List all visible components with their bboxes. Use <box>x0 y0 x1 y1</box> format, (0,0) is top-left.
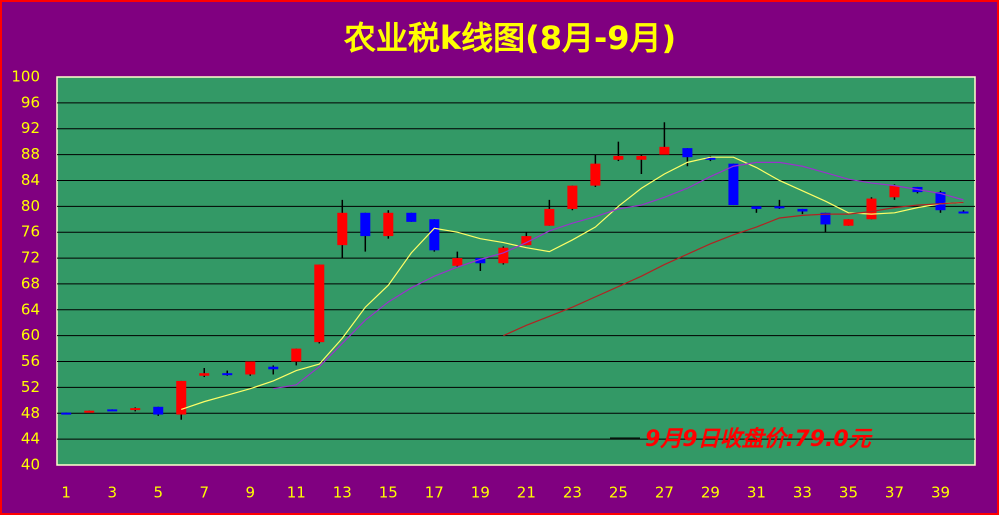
candle-body <box>107 409 118 412</box>
x-tick-label: 37 <box>885 484 904 502</box>
candle-body <box>544 208 555 226</box>
candle-body <box>406 212 417 222</box>
x-tick-label: 27 <box>655 484 674 502</box>
annotation: 9月9日收盘价:79.0元 <box>645 426 873 452</box>
y-tick-label: 44 <box>21 430 40 448</box>
y-tick-label: 64 <box>21 300 40 318</box>
candle-body <box>935 192 946 211</box>
y-tick-label: 80 <box>21 197 40 215</box>
candle-body <box>843 219 854 226</box>
candle-body <box>636 155 647 160</box>
candle-body <box>199 373 210 376</box>
y-tick-label: 72 <box>21 249 40 267</box>
y-tick-label: 88 <box>21 145 40 163</box>
candle-body <box>613 155 624 160</box>
x-tick-label: 1 <box>61 484 71 502</box>
y-tick-label: 40 <box>21 456 40 474</box>
y-tick-label: 92 <box>21 119 40 137</box>
candle-body <box>705 157 716 160</box>
y-tick-label: 60 <box>21 326 40 344</box>
candle-body <box>61 412 72 415</box>
candle-body <box>452 258 463 266</box>
y-tick-label: 56 <box>21 352 40 370</box>
moving-average-line <box>503 201 964 337</box>
candle-body <box>659 146 670 155</box>
x-tick-label: 21 <box>517 484 536 502</box>
chart-title: 农业税k线图(8月-9月) <box>344 19 676 57</box>
candle-body <box>958 211 969 214</box>
candle-body <box>498 247 509 264</box>
x-tick-label: 33 <box>793 484 812 502</box>
candle-body <box>774 206 785 209</box>
candle-body <box>245 361 256 375</box>
x-tick-label: 31 <box>747 484 766 502</box>
candle-body <box>383 212 394 237</box>
candle-body <box>153 406 164 415</box>
x-tick-label: 3 <box>107 484 117 502</box>
x-tick-label: 39 <box>931 484 950 502</box>
candle-body <box>889 185 900 198</box>
candle-body <box>429 219 440 251</box>
moving-average-line <box>181 156 964 410</box>
candle-body <box>314 264 325 343</box>
candle-body <box>337 212 348 246</box>
candle-body <box>84 410 95 413</box>
y-tick-label: 76 <box>21 223 40 241</box>
candle-body <box>521 236 532 246</box>
candle-body <box>567 185 578 209</box>
x-tick-label: 19 <box>471 484 490 502</box>
candle-body <box>268 366 279 370</box>
x-tick-label: 11 <box>287 484 306 502</box>
x-tick-label: 7 <box>199 484 209 502</box>
candle-body <box>130 408 141 411</box>
y-tick-label: 52 <box>21 378 40 396</box>
candle-body <box>360 212 371 237</box>
candle-body <box>866 198 877 220</box>
x-tick-label: 15 <box>379 484 398 502</box>
x-tick-label: 35 <box>839 484 858 502</box>
candle-body <box>751 206 762 209</box>
candle-body <box>797 208 808 212</box>
x-tick-label: 13 <box>333 484 352 502</box>
plot-area <box>56 76 976 466</box>
y-tick-label: 96 <box>21 93 40 111</box>
y-tick-label: 100 <box>11 68 40 86</box>
x-tick-label: 25 <box>609 484 628 502</box>
x-tick-label: 5 <box>153 484 163 502</box>
candle-body <box>475 258 486 264</box>
x-tick-label: 17 <box>425 484 444 502</box>
candle-body <box>682 148 693 158</box>
x-tick-label: 23 <box>563 484 582 502</box>
candle-body <box>820 212 831 225</box>
candle-body <box>291 348 302 362</box>
x-tick-label: 9 <box>245 484 255 502</box>
moving-average-line <box>273 161 964 390</box>
y-tick-label: 48 <box>21 404 40 422</box>
y-tick-label: 68 <box>21 274 40 292</box>
y-tick-label: 84 <box>21 171 40 189</box>
x-tick-label: 29 <box>701 484 720 502</box>
candle-body <box>590 163 601 186</box>
candle-body <box>728 163 739 206</box>
candle-body <box>176 380 187 415</box>
candle-body <box>222 373 233 376</box>
